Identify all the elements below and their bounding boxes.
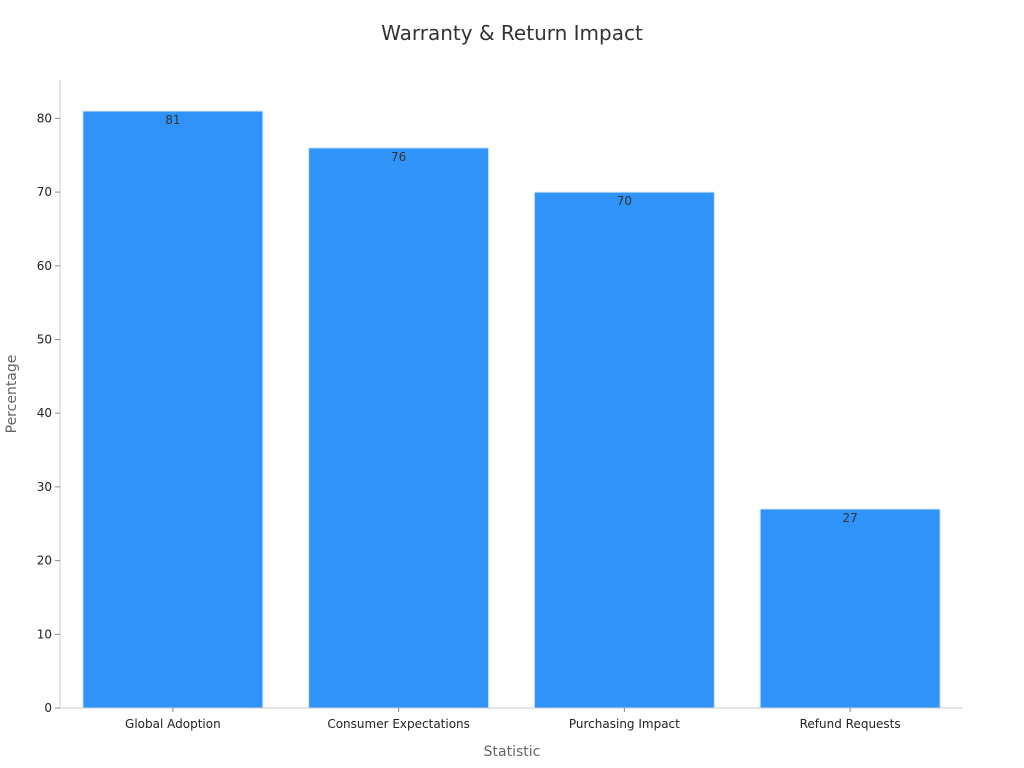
x-tick-label: Refund Requests (800, 717, 901, 731)
y-tick-label: 0 (44, 701, 52, 715)
bar (759, 508, 941, 709)
bar-value-label: 81 (165, 113, 180, 127)
y-tick-label: 30 (37, 480, 52, 494)
y-tick-label: 40 (37, 406, 52, 420)
data-labels-layer: 81 76 70 27 (165, 113, 858, 525)
y-tick-label: 70 (37, 185, 52, 199)
y-ticks-layer: 0 10 20 30 40 50 60 70 80 (37, 111, 60, 715)
bar (533, 191, 715, 709)
bar-value-label: 70 (617, 194, 632, 208)
y-tick-label: 20 (37, 554, 52, 568)
x-tick-label: Purchasing Impact (569, 717, 680, 731)
y-tick-label: 60 (37, 259, 52, 273)
y-axis-label: Percentage (4, 355, 20, 434)
chart-title: Warranty & Return Impact (381, 21, 643, 45)
y-tick-label: 10 (37, 627, 52, 641)
bar (82, 110, 264, 709)
x-tick-label: Global Adoption (125, 717, 221, 731)
bar-value-label: 27 (842, 511, 857, 525)
bar (308, 147, 490, 709)
y-tick-label: 80 (37, 111, 52, 125)
bars-layer (82, 110, 941, 709)
x-tick-label: Consumer Expectations (327, 717, 470, 731)
y-tick-label: 50 (37, 333, 52, 347)
bar-value-label: 76 (391, 150, 406, 164)
x-axis-label: Statistic (484, 744, 541, 760)
x-ticks-layer: Global Adoption Consumer Expectations Purc… (125, 708, 901, 731)
